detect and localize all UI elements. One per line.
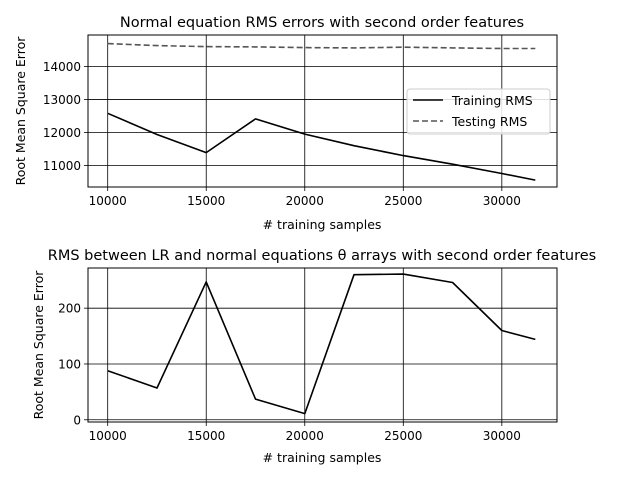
chart-1-title: Normal equation RMS errors with second o…	[120, 15, 524, 31]
y-tick-label: 200	[58, 302, 81, 316]
chart-2-grid	[88, 268, 557, 422]
chart-1-series	[107, 42, 536, 181]
series-line-chart-2-0	[107, 273, 536, 415]
chart-2-series	[107, 273, 536, 415]
x-tick-label: 10000	[89, 194, 127, 208]
x-tick-label: 20000	[286, 429, 324, 443]
y-tick-label: 11000	[43, 159, 81, 173]
chart-2-x-ticks: 10000 15000 20000 25000 30000	[89, 422, 521, 443]
chart-1-frame	[87, 34, 558, 188]
chart-2-x-axis-label: # training samples	[263, 450, 382, 465]
chart-2-y-axis-label: Root Mean Square Error	[31, 270, 46, 420]
chart-1-y-axis-label: Root Mean Square Error	[13, 36, 28, 186]
x-tick-label: 20000	[286, 194, 324, 208]
chart-2-y-ticks: 0 100 200	[58, 302, 88, 427]
chart-1-x-ticks: 10000 15000 20000 25000 30000	[89, 187, 521, 208]
y-tick-label: 100	[58, 357, 81, 371]
chart-2-title: RMS between LR and normal equations θ ar…	[48, 248, 596, 264]
y-tick-label: 14000	[43, 60, 81, 74]
x-tick-label: 30000	[483, 194, 521, 208]
y-tick-label: 12000	[43, 126, 81, 140]
legend-label-training: Training RMS	[451, 93, 533, 108]
series-line-testing-rms	[107, 42, 536, 50]
x-tick-label: 10000	[89, 429, 127, 443]
chart-1-legend: Training RMS Testing RMS	[406, 88, 551, 135]
chart-2-frame	[87, 267, 558, 423]
x-tick-label: 15000	[187, 194, 225, 208]
chart-1-y-ticks: 11000 12000 13000 14000	[43, 60, 88, 173]
series-line-training-rms	[107, 112, 536, 181]
chart-1: Normal equation RMS errors with second o…	[13, 15, 558, 232]
y-tick-label: 0	[73, 413, 81, 427]
y-tick-label: 13000	[43, 93, 81, 107]
chart-2: RMS between LR and normal equations θ ar…	[31, 248, 596, 465]
chart-1-x-axis-label: # training samples	[263, 217, 382, 232]
x-tick-label: 30000	[483, 429, 521, 443]
x-tick-label: 25000	[384, 194, 422, 208]
x-tick-label: 25000	[384, 429, 422, 443]
x-tick-label: 15000	[187, 429, 225, 443]
legend-label-testing: Testing RMS	[451, 114, 527, 129]
